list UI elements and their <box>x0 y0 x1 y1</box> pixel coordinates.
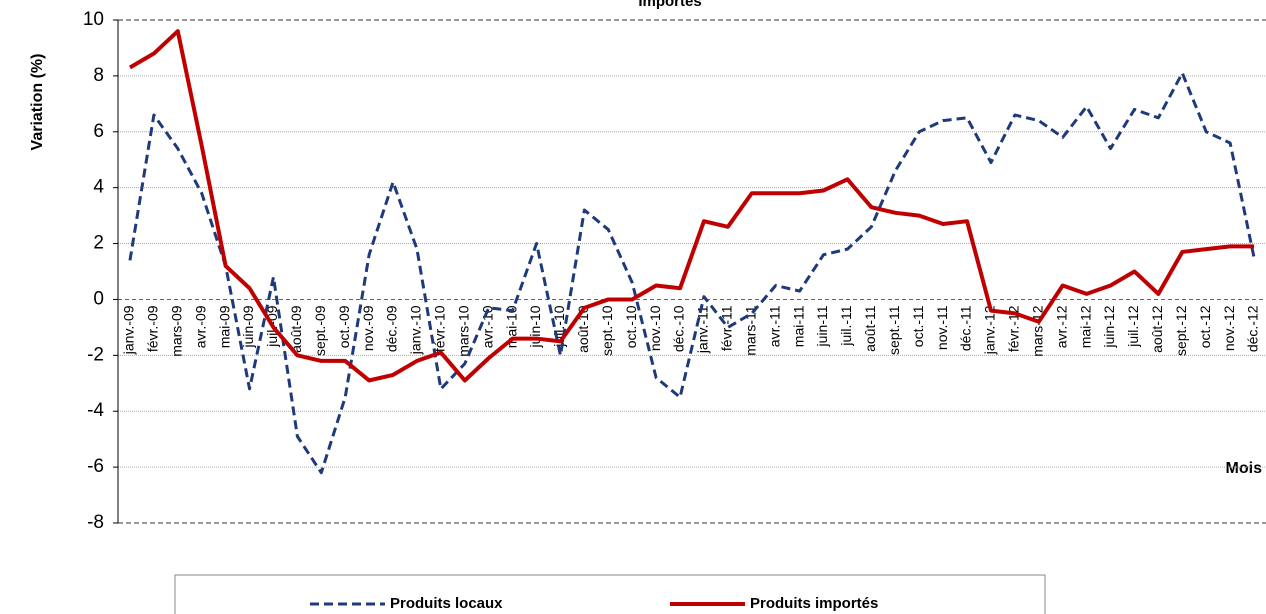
x-axis-label: Mois <box>1226 460 1263 477</box>
x-tick-label: août-09 <box>288 305 304 353</box>
x-tick-label: avr.-09 <box>192 305 208 348</box>
x-tick-label: mars-09 <box>168 305 184 357</box>
x-tick-label: juin-09 <box>240 305 256 348</box>
legend-box <box>174 574 1046 614</box>
y-tick-label: 4 <box>93 177 104 198</box>
x-tick-label: déc.-11 <box>958 305 974 351</box>
x-tick-label: déc.-12 <box>1245 305 1261 352</box>
y-tick-label: -2 <box>87 344 104 365</box>
x-tick-label: févr.-12 <box>1006 305 1022 352</box>
series-line <box>128 71 1256 475</box>
x-tick-label: juin-10 <box>527 305 543 348</box>
y-tick-label: -8 <box>87 512 104 533</box>
x-tick-label: oct.-11 <box>910 305 926 347</box>
x-tick-label: avr.-10 <box>479 305 495 348</box>
x-tick-label: févr.-09 <box>145 305 161 352</box>
x-tick-label: mai-11 <box>790 305 806 347</box>
x-tick-label: juin-11 <box>814 305 830 347</box>
y-tick-label: 10 <box>83 9 104 30</box>
x-tick-label: nov.-09 <box>360 305 376 351</box>
x-tick-label: oct.-09 <box>336 305 352 348</box>
series-line <box>128 29 1255 383</box>
x-tick-label: avr.-11 <box>766 305 782 347</box>
x-tick-label: mars-11 <box>742 305 758 356</box>
legend-label: Produits importés <box>750 595 878 612</box>
x-tick-label: nov.-11 <box>934 305 950 350</box>
x-tick-label: juin-12 <box>1101 305 1117 348</box>
x-tick-label: sept.-11 <box>886 305 902 355</box>
x-tick-label: janv.-12 <box>982 305 998 355</box>
x-tick-label: mai-09 <box>216 305 232 348</box>
y-tick-label: 0 <box>93 288 104 309</box>
y-tick-label: 8 <box>93 65 104 86</box>
y-tick-label: -4 <box>87 400 104 421</box>
x-tick-label: juil.-12 <box>1125 305 1141 347</box>
x-tick-label: mars-10 <box>455 305 471 357</box>
x-tick-label: déc.-10 <box>671 305 687 352</box>
x-tick-label: avr.-12 <box>1053 305 1069 348</box>
x-tick-label: sept.-10 <box>599 305 615 356</box>
chart-title: Importés <box>638 0 701 10</box>
x-tick-label: mai-12 <box>1077 305 1093 348</box>
x-tick-label: sept.-12 <box>1173 305 1189 356</box>
x-tick-label: sept.-09 <box>312 305 328 356</box>
x-tick-label: août-12 <box>1149 305 1165 353</box>
x-tick-label: févr.-11 <box>719 305 735 351</box>
x-tick-label: nov.-12 <box>1221 305 1237 351</box>
x-tick-label: oct.-12 <box>1197 305 1213 348</box>
x-tick-label: déc.-09 <box>384 305 400 352</box>
legend-label: Produits locaux <box>390 595 503 612</box>
x-tick-label: févr.-10 <box>432 305 448 352</box>
x-tick-label: nov.-10 <box>647 305 663 351</box>
x-tick-label: janv.-10 <box>408 305 424 355</box>
y-tick-label: -6 <box>87 456 104 477</box>
x-tick-label: juil.-11 <box>838 305 854 346</box>
x-tick-label: janv.-09 <box>121 305 137 355</box>
y-tick-label: 2 <box>93 233 104 254</box>
x-tick-label: janv.-11 <box>695 305 711 354</box>
y-axis-label: Variation (%) <box>29 54 46 151</box>
x-tick-label: oct.-10 <box>623 305 639 348</box>
x-tick-label: août-11 <box>862 305 878 352</box>
y-tick-label: 6 <box>93 121 104 142</box>
